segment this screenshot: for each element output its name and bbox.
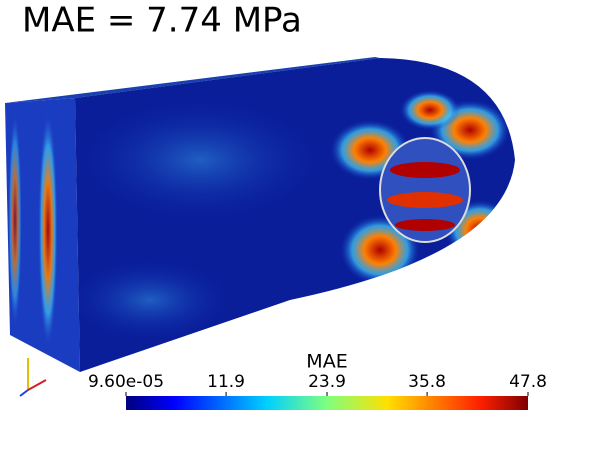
colorbar-tick-label: 35.8	[408, 372, 446, 392]
axes-triad	[19, 358, 47, 397]
hole-band	[387, 192, 463, 208]
colorbar-title: MAE	[306, 351, 347, 373]
hole-band	[390, 162, 460, 178]
colorbar-tick-label: 23.9	[308, 372, 346, 392]
colorbar	[126, 396, 528, 410]
hole-band	[395, 219, 455, 231]
end-hotspot	[38, 110, 58, 350]
colorbar-tick-label: 9.60e-05	[88, 372, 164, 392]
colorbar-tick-label: 11.9	[207, 372, 245, 392]
colorbar-tick-label: 47.8	[509, 372, 547, 392]
end-hotspot	[8, 110, 22, 330]
top-face	[5, 57, 380, 103]
title: MAE = 7.74 MPa	[22, 1, 302, 41]
